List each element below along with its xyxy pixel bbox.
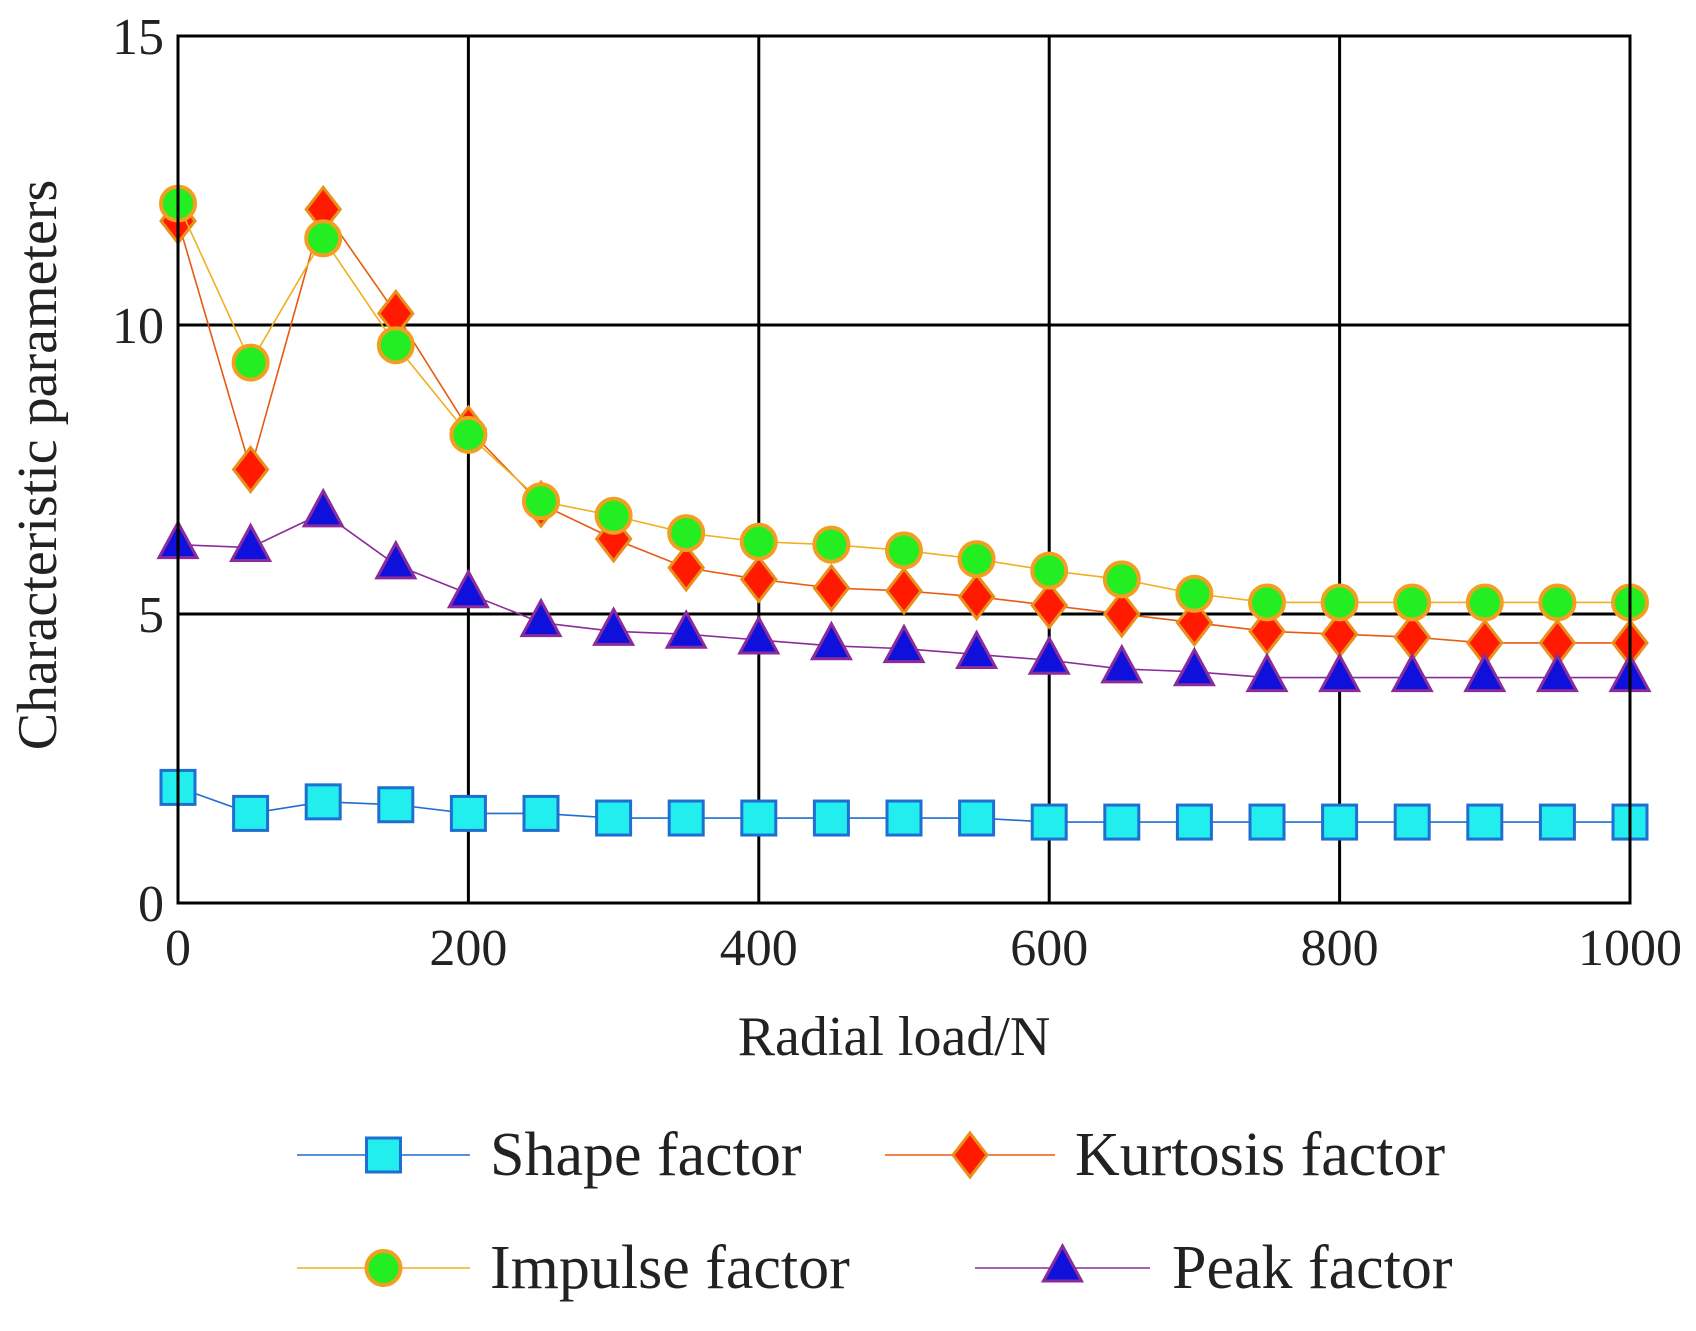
data-point [1102,560,1141,599]
data-point [301,487,345,528]
legend-label: Shape factor [490,1121,802,1189]
data-point [1393,583,1432,622]
plot-area-frame [176,34,1632,905]
data-point [955,629,999,669]
legend-item: Impulse factor [297,1234,850,1302]
data-point [304,219,343,258]
data-point [1175,574,1214,613]
data-point [1535,652,1579,693]
legend-label: Impulse factor [490,1234,850,1302]
data-point [885,531,923,570]
data-point [376,326,415,365]
data-point [1318,652,1362,693]
data-point [1030,803,1068,841]
data-point [1465,583,1504,622]
data-point [882,623,926,664]
data-point [739,554,778,604]
data-point [667,514,706,553]
data-point [232,794,270,832]
y-tick-label: 5 [138,587,164,644]
data-point [809,620,853,661]
series-layer [156,184,1652,841]
data-point [377,786,415,824]
x-tick-label: 600 [1010,920,1088,977]
y-tick-label: 15 [112,9,164,66]
data-point [374,539,418,580]
data-point [812,525,851,564]
data-point [957,540,996,579]
y-axis-label: Characteristic parameters [7,180,69,751]
data-point [522,482,560,521]
data-point [1027,635,1071,675]
data-point [1030,580,1069,630]
data-point [1248,803,1286,841]
data-point [1393,803,1431,841]
data-point [592,606,636,646]
legend-item: Peak factor [975,1234,1453,1302]
data-point [1245,652,1289,693]
data-point [231,445,270,494]
data-point [1100,643,1144,684]
series-impulse-factor [159,184,1649,622]
legend-marker [365,1136,402,1174]
data-point [812,563,851,613]
data-point [958,799,996,837]
data-point [1172,646,1216,687]
x-tick-label: 1000 [1578,920,1682,977]
data-point [885,566,923,616]
legend-label: Peak factor [1172,1234,1453,1302]
data-point [446,568,490,609]
data-point [519,597,563,638]
legend: Shape factor Kurtosis factor Impulse facto… [297,1121,1453,1302]
data-point [667,543,706,593]
data-point [1175,598,1214,648]
data-point [885,799,923,837]
y-tick-label: 0 [138,876,164,933]
legend-label: Kurtosis factor [1075,1121,1446,1189]
data-point [449,794,487,832]
data-point [1321,803,1359,841]
data-point [304,783,342,821]
grid-lines [178,36,1630,903]
tick-labels: 0 200 400 600 800 1000 0 5 10 15 [112,9,1682,977]
data-point [664,609,708,649]
legend-item: Kurtosis factor [885,1121,1446,1189]
data-point [1538,583,1577,622]
data-point [231,343,270,382]
series-kurtosis-factor [159,184,1649,668]
data-point [740,799,778,837]
data-point [1103,803,1141,841]
data-point [1538,803,1576,841]
data-point [1102,589,1141,639]
legend-item: Shape factor [297,1121,802,1189]
data-point [1466,803,1504,841]
data-point [1175,803,1213,841]
data-point [739,522,778,561]
x-axis-label: Radial load/N [738,1006,1051,1068]
data-point [1390,652,1434,693]
data-point [1248,583,1286,622]
x-tick-label: 200 [429,920,507,977]
data-point [595,799,633,837]
data-point [1030,551,1069,590]
data-point [1320,583,1359,622]
data-point [737,614,781,655]
data-point [812,799,850,837]
x-tick-label: 400 [720,920,798,977]
data-point [449,415,488,454]
data-point [229,522,273,563]
legend-marker [1040,1242,1085,1283]
y-tick-label: 10 [112,298,164,355]
data-point [667,799,705,837]
data-point [957,572,996,622]
legend-marker [364,1249,403,1287]
x-tick-label: 0 [165,920,191,977]
data-point [594,496,633,535]
legend-marker [951,1130,989,1180]
data-point [522,794,560,832]
data-point [1463,652,1507,693]
x-tick-label: 800 [1301,920,1379,977]
